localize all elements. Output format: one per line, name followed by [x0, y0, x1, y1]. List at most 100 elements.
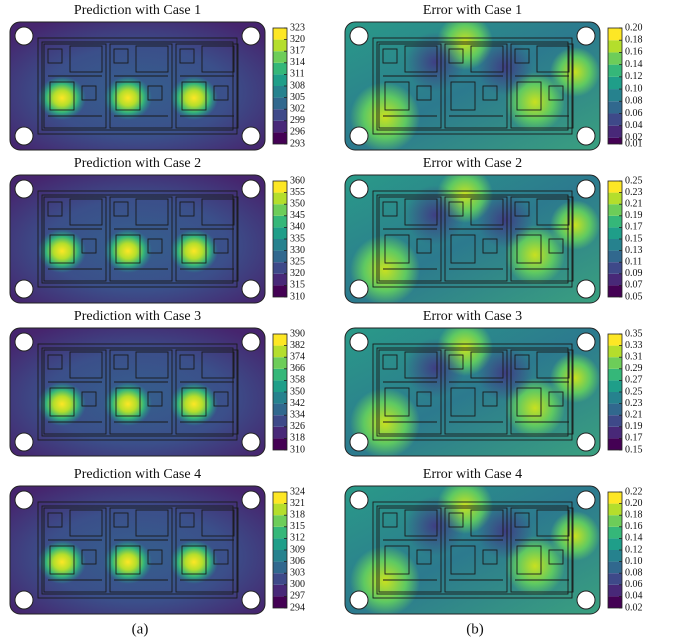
- colorbar-tick-label: 0.23: [625, 398, 643, 409]
- error-spot: [477, 192, 533, 248]
- mount-hole: [15, 127, 33, 145]
- colorbar-band: [608, 65, 622, 77]
- mount-hole: [577, 591, 595, 609]
- colorbar-tick-label: 0.04: [625, 120, 643, 131]
- colorbar-band: [608, 392, 622, 404]
- mount-hole: [350, 491, 368, 509]
- colorbar-tick-label: 320: [290, 34, 305, 45]
- colorbar-band: [608, 538, 622, 550]
- panel-label: (a): [132, 621, 149, 637]
- field: [345, 478, 600, 616]
- colorbar-tick-label: 0.15: [625, 233, 643, 244]
- hotspot: [104, 76, 152, 120]
- colorbar-tick-label: 0.19: [625, 421, 643, 432]
- mount-hole: [350, 127, 368, 145]
- error-spot: [477, 345, 533, 401]
- colorbar-band: [608, 101, 622, 113]
- mount-hole: [15, 180, 33, 198]
- colorbar-band: [608, 404, 622, 416]
- error-spot: [405, 32, 465, 92]
- colorbar-band: [608, 527, 622, 539]
- colorbar-band: [273, 380, 287, 392]
- colorbar-tick-label: 310: [290, 291, 305, 302]
- colorbar-tick-label: 334: [290, 409, 305, 420]
- hotspot: [170, 229, 218, 273]
- colorbar-tick-label: 0.20: [625, 22, 643, 33]
- panel-title: Prediction with Case 4: [74, 467, 201, 482]
- colorbar-band: [273, 239, 287, 251]
- colorbar-tick-label: 366: [290, 363, 305, 374]
- mount-hole: [15, 591, 33, 609]
- colorbar-band: [608, 138, 622, 144]
- colorbar-tick-label: 0.19: [625, 210, 643, 221]
- hotspot: [38, 76, 86, 120]
- colorbar-tick-label: 0.05: [625, 291, 643, 302]
- colorbar-tick-label: 0.06: [625, 579, 643, 590]
- colorbar-band: [608, 216, 622, 228]
- colorbar-band: [608, 380, 622, 392]
- colorbar-tick-label: 350: [290, 386, 305, 397]
- colorbar-band: [608, 181, 622, 193]
- colorbar-tick-label: 345: [290, 210, 305, 221]
- colorbar-band: [273, 550, 287, 562]
- colorbar-tick-label: 0.33: [625, 340, 643, 351]
- mount-hole: [242, 333, 260, 351]
- colorbar-tick-label: 0.20: [625, 498, 643, 509]
- mount-hole: [242, 433, 260, 451]
- colorbar-tick-label: 314: [290, 57, 305, 68]
- colorbar-band: [608, 504, 622, 516]
- panel-title: Error with Case 1: [423, 3, 522, 18]
- colorbar-tick-label: 296: [290, 127, 305, 138]
- colorbar-tick-label: 0.07: [625, 280, 643, 291]
- colorbar-tick-label: 0.12: [625, 544, 643, 555]
- mount-hole: [350, 180, 368, 198]
- colorbar-band: [273, 585, 287, 597]
- colorbar-band: [608, 369, 622, 381]
- error-spot: [405, 338, 465, 398]
- colorbar-band: [273, 74, 287, 86]
- colorbar-band: [273, 538, 287, 550]
- colorbar-band: [608, 52, 622, 64]
- mount-hole: [350, 27, 368, 45]
- colorbar-band: [608, 492, 622, 504]
- colorbar-tick-label: 335: [290, 233, 305, 244]
- colorbar-tick-label: 317: [290, 45, 305, 56]
- colorbar-tick-label: 0.18: [625, 509, 643, 520]
- colorbar-tick-label: 0.21: [625, 409, 643, 420]
- colorbar-band: [273, 274, 287, 286]
- panel-title: Prediction with Case 1: [74, 3, 201, 18]
- colorbar-band: [608, 193, 622, 205]
- mount-hole: [242, 591, 260, 609]
- mount-hole: [15, 27, 33, 45]
- field: [345, 14, 600, 152]
- colorbar-tick-label: 340: [290, 222, 305, 233]
- colorbar-tick-label: 318: [290, 509, 305, 520]
- colorbar-tick-label: 321: [290, 498, 305, 509]
- colorbar-band: [273, 504, 287, 516]
- error-spot: [477, 39, 533, 95]
- colorbar-band: [608, 274, 622, 286]
- colorbar-tick-label: 0.04: [625, 591, 643, 602]
- colorbar-band: [273, 392, 287, 404]
- mount-hole: [15, 333, 33, 351]
- colorbar-tick-label: 0.15: [625, 444, 643, 455]
- colorbar-band: [273, 573, 287, 585]
- colorbar-tick-label: 0.10: [625, 83, 643, 94]
- colorbar-tick-label: 0.22: [625, 486, 643, 497]
- colorbar-band: [273, 404, 287, 416]
- colorbar-tick-label: 306: [290, 556, 305, 567]
- mount-hole: [242, 180, 260, 198]
- colorbar-tick-label: 350: [290, 198, 305, 209]
- colorbar-band: [608, 346, 622, 358]
- colorbar-tick-label: 0.29: [625, 363, 643, 374]
- colorbar-band: [273, 357, 287, 369]
- colorbar-tick-label: 325: [290, 256, 305, 267]
- colorbar-band: [273, 262, 287, 274]
- colorbar-band: [608, 251, 622, 263]
- colorbar-band: [273, 562, 287, 574]
- mount-hole: [350, 433, 368, 451]
- colorbar-band: [273, 121, 287, 133]
- colorbar-tick-label: 0.06: [625, 108, 643, 119]
- colorbar-tick-label: 0.18: [625, 35, 643, 46]
- colorbar-tick-label: 0.27: [625, 375, 643, 386]
